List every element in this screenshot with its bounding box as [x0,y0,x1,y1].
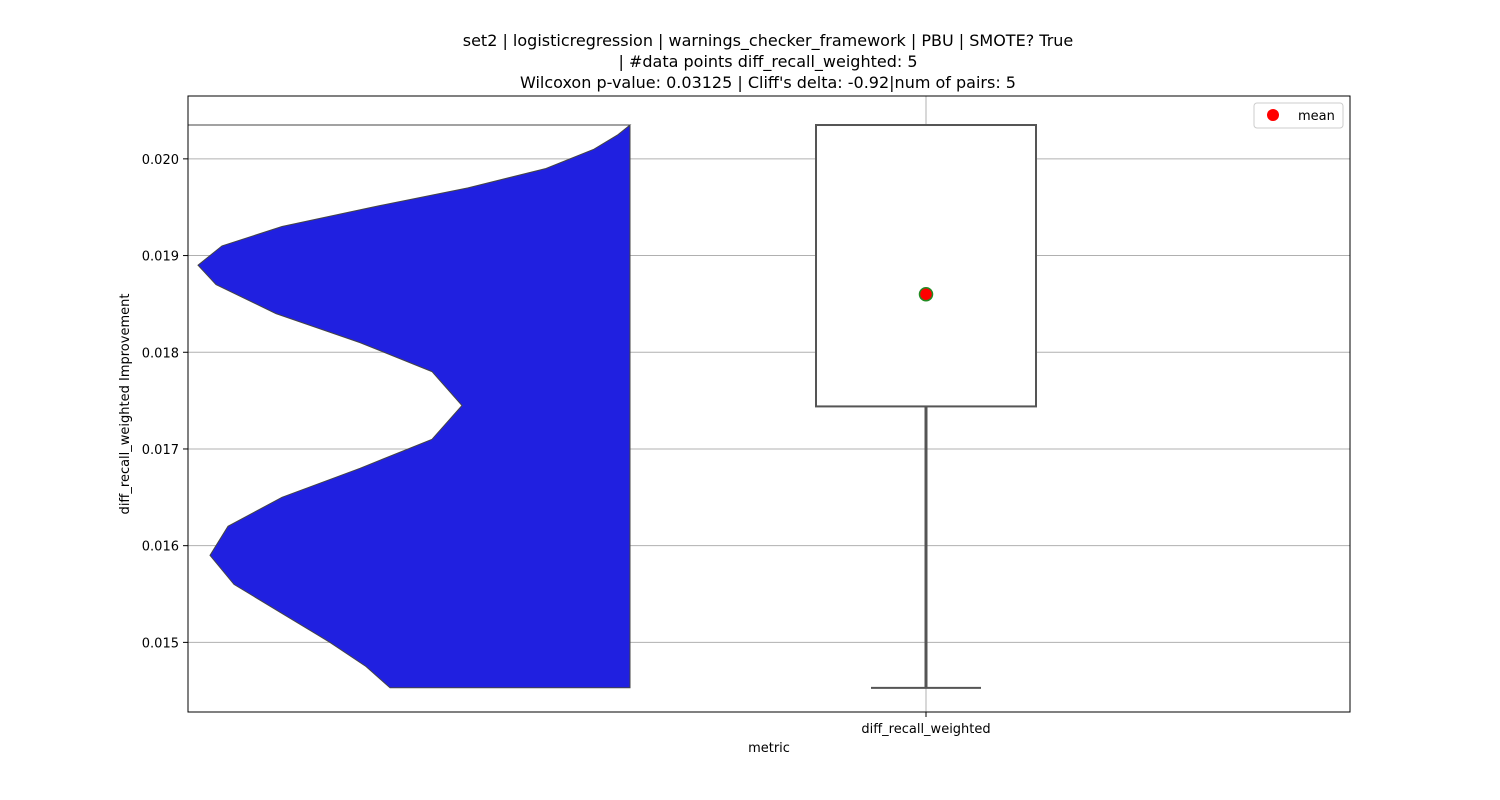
y-tick-label: 0.015 [142,636,179,651]
violin-layer [188,124,632,689]
chart-title-line-1: set2 | logisticregression | warnings_che… [463,31,1074,51]
box-iqr [815,124,1037,408]
y-tick-label: 0.016 [142,540,179,555]
legend: mean [1253,102,1344,129]
y-axis: 0.015 0.016 0.017 0.018 0.019 0.020 [142,153,188,651]
mean-marker [918,286,934,302]
legend-frame [1253,102,1344,129]
y-tick-label: 0.017 [142,443,179,458]
box-layer [815,124,1037,689]
legend-mean-label: mean [1298,109,1335,124]
violin-body [188,124,632,689]
x-tick-label: diff_recall_weighted [861,722,990,737]
chart-title-line-3: Wilcoxon p-value: 0.03125 | Cliff's delt… [520,73,1016,92]
plot-frame [187,95,1351,713]
y-tick-label: 0.019 [142,250,179,265]
y-axis-label: diff_recall_weighted Improvement [118,294,133,515]
y-tick-label: 0.018 [142,346,179,361]
x-axis-label: metric [748,741,790,756]
y-tick-label: 0.020 [142,153,179,168]
x-axis: diff_recall_weighted [861,712,991,737]
legend-mean-marker [1267,109,1279,121]
chart-title-line-2: | #data points diff_recall_weighted: 5 [618,52,917,72]
